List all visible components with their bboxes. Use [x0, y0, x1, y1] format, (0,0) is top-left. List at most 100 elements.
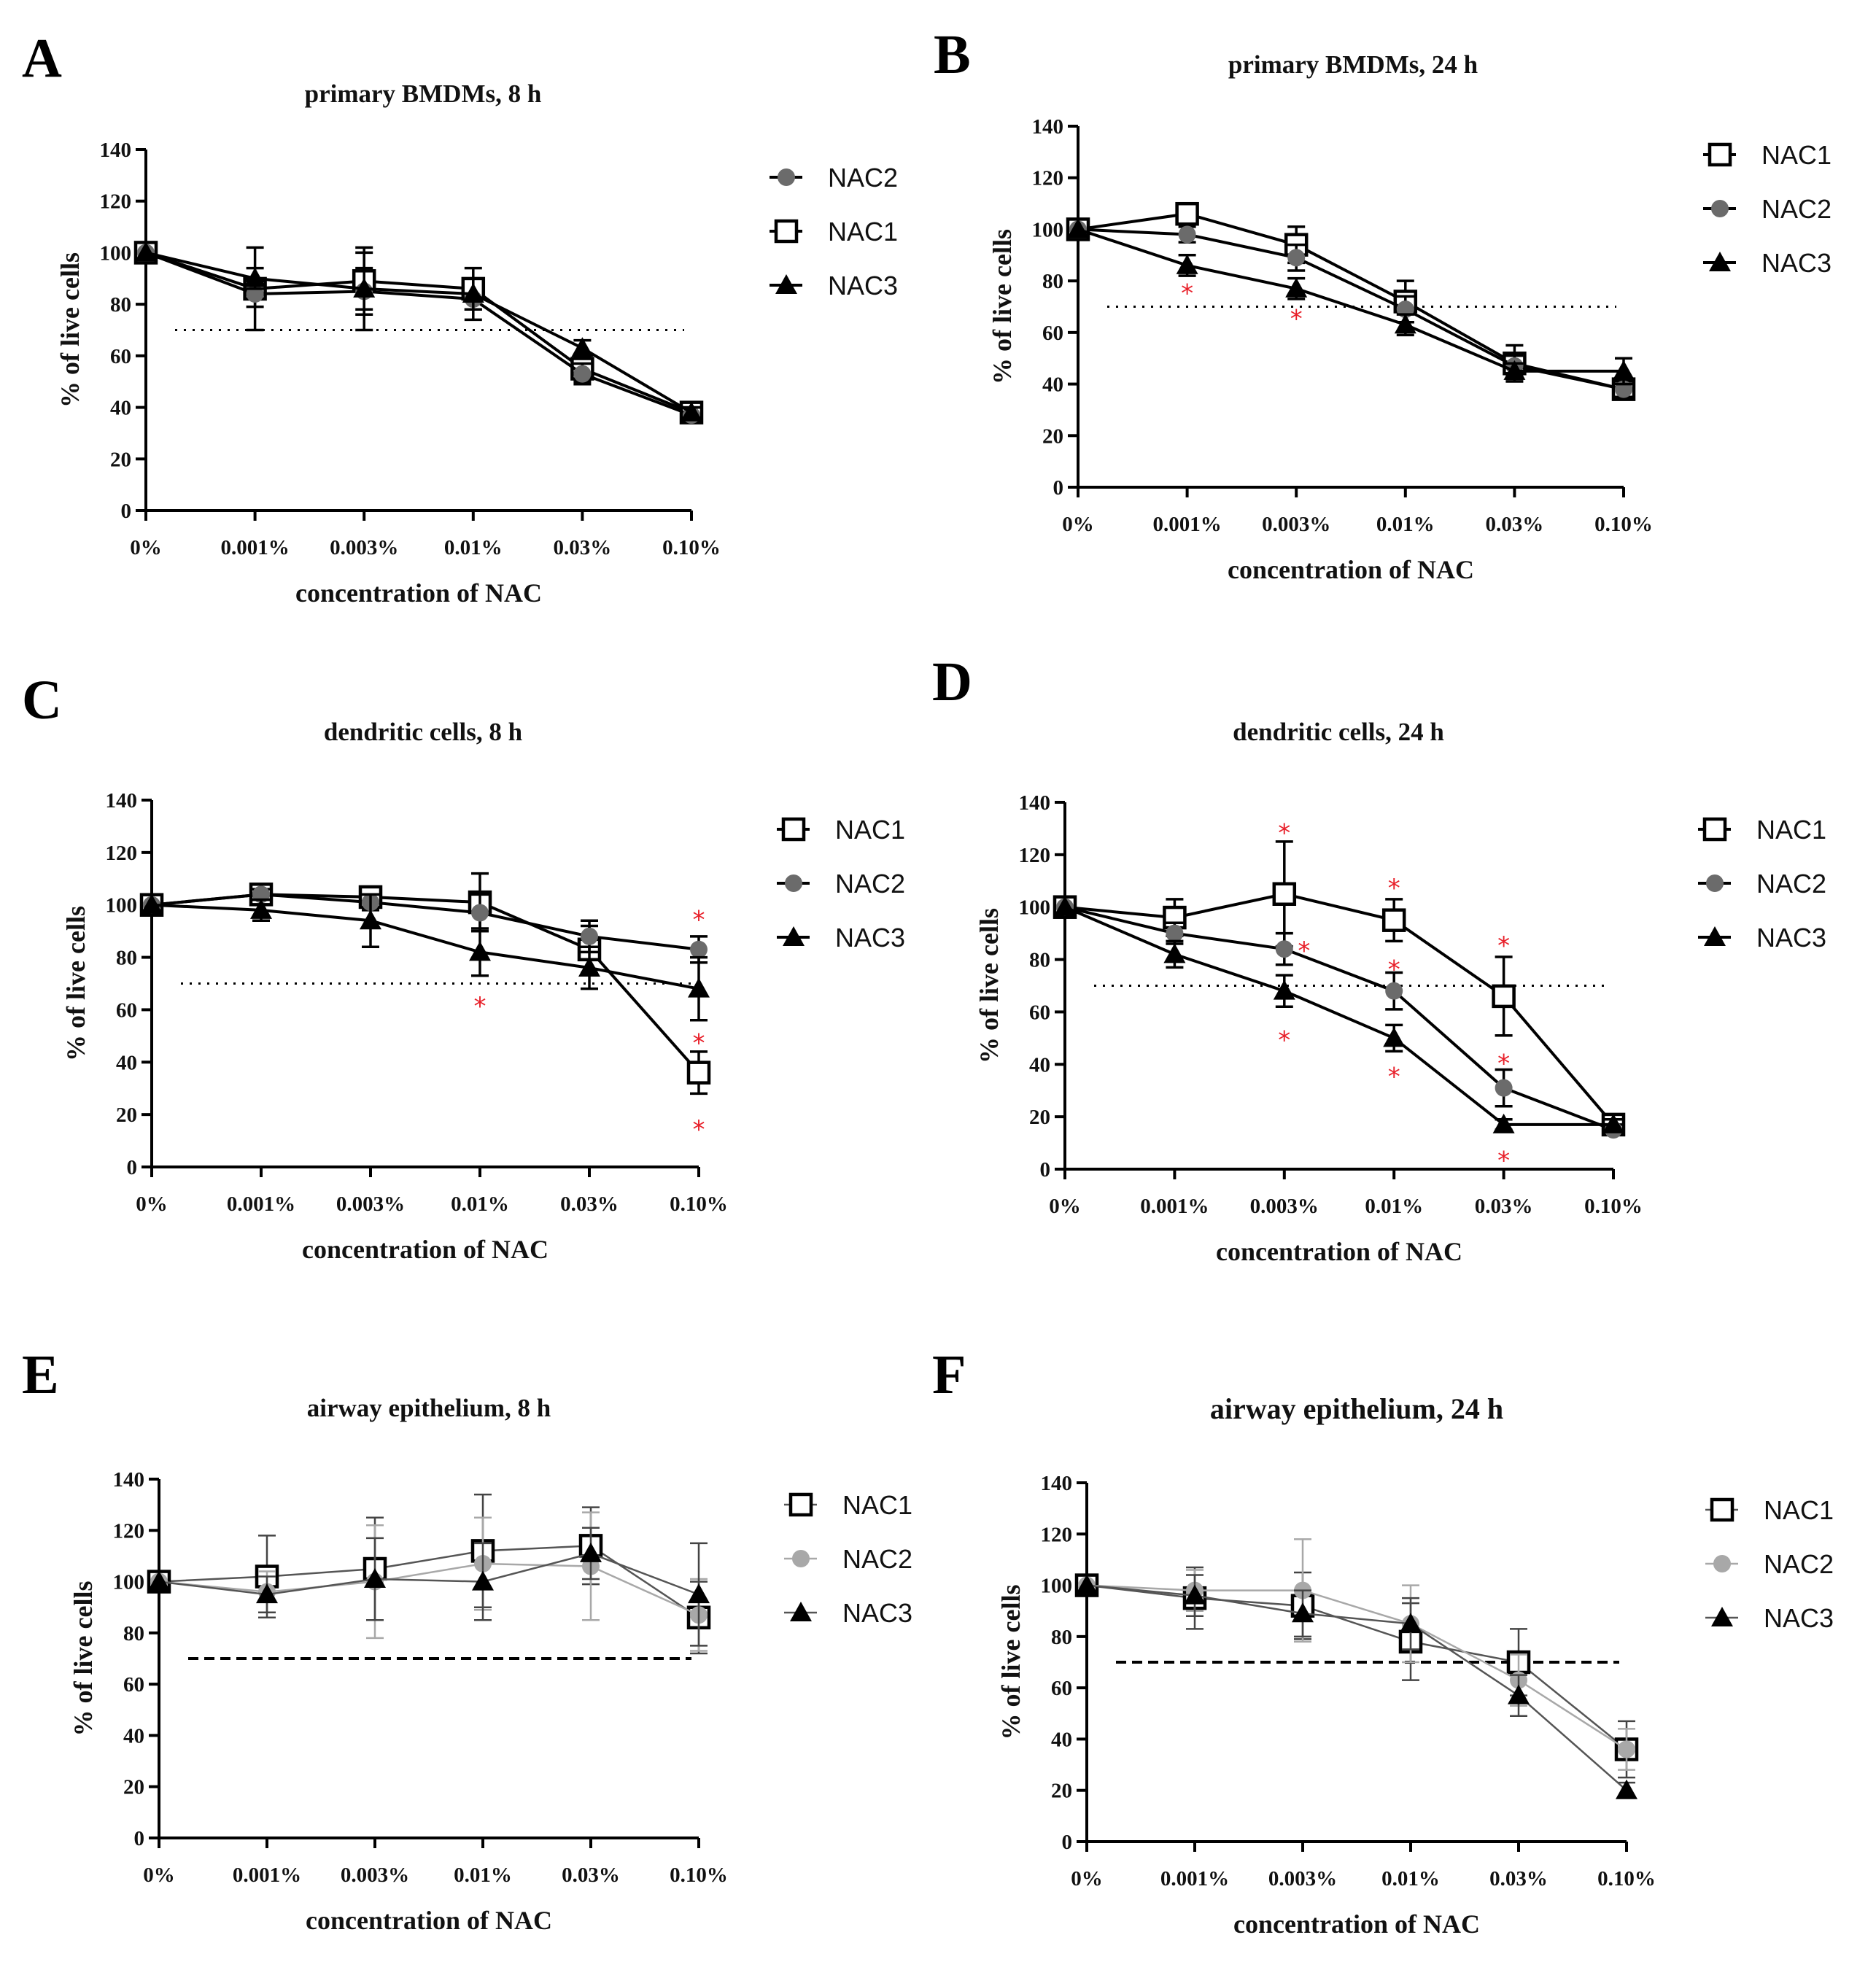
series-nac3 — [141, 893, 710, 1022]
data-point — [364, 1568, 386, 1589]
panel-title: primary BMDMs, 8 h — [305, 79, 542, 108]
series-line — [1086, 1584, 1627, 1750]
legend-label: NAC1 — [842, 1490, 912, 1520]
x-tick-label: 0.01% — [1365, 1195, 1423, 1218]
y-tick-label: 120 — [1041, 1523, 1073, 1546]
y-tick-label: 0 — [1053, 476, 1064, 500]
data-point — [688, 1583, 710, 1604]
data-point — [1163, 943, 1186, 963]
data-point — [1067, 218, 1089, 238]
legend-marker — [775, 274, 797, 294]
data-point — [1616, 1779, 1637, 1799]
x-tick-label: 0.01% — [451, 1192, 509, 1216]
y-axis-label: % of live cells — [974, 908, 1004, 1063]
x-tick-label: 0.03% — [1486, 513, 1544, 536]
x-tick-label: 0.003% — [1262, 513, 1330, 536]
data-point — [1492, 1113, 1515, 1133]
data-point — [1385, 982, 1403, 1000]
legend-item-nac1: NAC1 — [1705, 1495, 1834, 1525]
data-point — [1503, 360, 1526, 380]
significance-star: * — [1278, 819, 1290, 848]
y-tick-label: 100 — [113, 1571, 145, 1594]
x-tick-label: 0.01% — [454, 1863, 512, 1887]
x-tick-label: 0.03% — [1475, 1195, 1533, 1218]
legend-item-nac1: NAC1 — [1698, 815, 1826, 845]
legend-marker — [1711, 1607, 1733, 1626]
legend-marker — [1704, 926, 1726, 946]
legend-label: NAC2 — [1756, 869, 1826, 899]
x-axis-label: concentration of NAC — [1216, 1237, 1462, 1266]
y-tick-label: 40 — [116, 1051, 137, 1074]
legend-item-nac1: NAC1 — [777, 815, 905, 845]
legend-item-nac2: NAC2 — [784, 1544, 912, 1574]
significance-star: * — [1497, 1050, 1510, 1079]
y-tick-label: 0 — [134, 1827, 145, 1850]
y-tick-label: 140 — [100, 139, 132, 162]
y-tick-label: 40 — [1051, 1728, 1072, 1751]
data-point — [688, 977, 710, 998]
data-point — [1175, 201, 1199, 226]
data-point — [469, 941, 491, 961]
y-tick-label: 20 — [1051, 1780, 1072, 1803]
x-tick-label: 0% — [143, 1863, 175, 1887]
series-nac2 — [1078, 1538, 1635, 1771]
significance-star: * — [693, 1029, 705, 1058]
y-axis-label: % of live cells — [988, 229, 1017, 384]
legend-marker — [1711, 200, 1729, 217]
legend-label: NAC2 — [828, 163, 898, 193]
series-line — [1077, 228, 1624, 373]
x-tick-label: 0.03% — [554, 536, 612, 559]
y-tick-label: 80 — [110, 293, 131, 317]
data-point — [1176, 254, 1198, 274]
y-tick-label: 60 — [1051, 1677, 1072, 1700]
y-tick-label: 120 — [106, 842, 138, 865]
x-tick-label: 0.003% — [341, 1863, 409, 1887]
x-tick-label: 0.10% — [1594, 513, 1653, 536]
x-tick-label: 0.001% — [227, 1192, 295, 1216]
data-point — [580, 1542, 602, 1562]
panel-letter: C — [22, 670, 62, 731]
legend-marker — [1702, 817, 1727, 842]
y-tick-label: 20 — [110, 448, 131, 471]
x-tick-label: 0.10% — [670, 1192, 728, 1216]
x-tick-label: 0% — [1049, 1195, 1081, 1218]
y-tick-label: 60 — [123, 1673, 144, 1696]
data-point — [1602, 1113, 1624, 1133]
series-nac1 — [1053, 840, 1626, 1137]
legend-marker — [781, 817, 806, 842]
legend-marker — [778, 168, 795, 186]
legend-label: NAC1 — [1764, 1495, 1834, 1525]
x-tick-label: 0% — [136, 1192, 168, 1216]
y-axis-label: % of live cells — [55, 252, 85, 408]
legend-marker — [792, 1550, 810, 1567]
data-point — [135, 241, 157, 262]
y-tick-label: 0 — [127, 1156, 138, 1179]
legend-label: NAC2 — [835, 869, 905, 899]
x-axis-label: concentration of NAC — [302, 1235, 549, 1264]
y-axis-label: % of live cells — [61, 906, 90, 1061]
y-tick-label: 0 — [1040, 1158, 1051, 1182]
legend-marker — [1710, 1497, 1734, 1522]
data-point — [690, 940, 708, 958]
data-point — [256, 1583, 278, 1604]
y-tick-label: 140 — [1032, 115, 1064, 139]
x-tick-label: 0.01% — [1381, 1867, 1440, 1890]
y-tick-label: 140 — [1041, 1472, 1073, 1495]
y-tick-label: 140 — [1019, 791, 1051, 815]
significance-star: * — [1497, 1147, 1510, 1176]
series-nac3 — [1076, 1574, 1637, 1799]
data-point — [472, 1570, 494, 1591]
y-tick-label: 120 — [1019, 844, 1051, 867]
significance-star: * — [1388, 1063, 1400, 1092]
x-tick-label: 0% — [130, 536, 162, 559]
y-tick-label: 60 — [1042, 322, 1063, 345]
data-point — [1273, 980, 1295, 1000]
panel-letter: E — [22, 1344, 59, 1405]
data-point — [360, 910, 381, 930]
y-tick-label: 20 — [1042, 424, 1063, 448]
series-nac3 — [148, 1527, 710, 1647]
data-point — [1292, 1602, 1314, 1623]
legend-item-nac3: NAC3 — [1705, 1603, 1834, 1633]
legend-label: NAC3 — [1756, 923, 1826, 953]
legend-item-nac2: NAC2 — [1698, 869, 1826, 899]
